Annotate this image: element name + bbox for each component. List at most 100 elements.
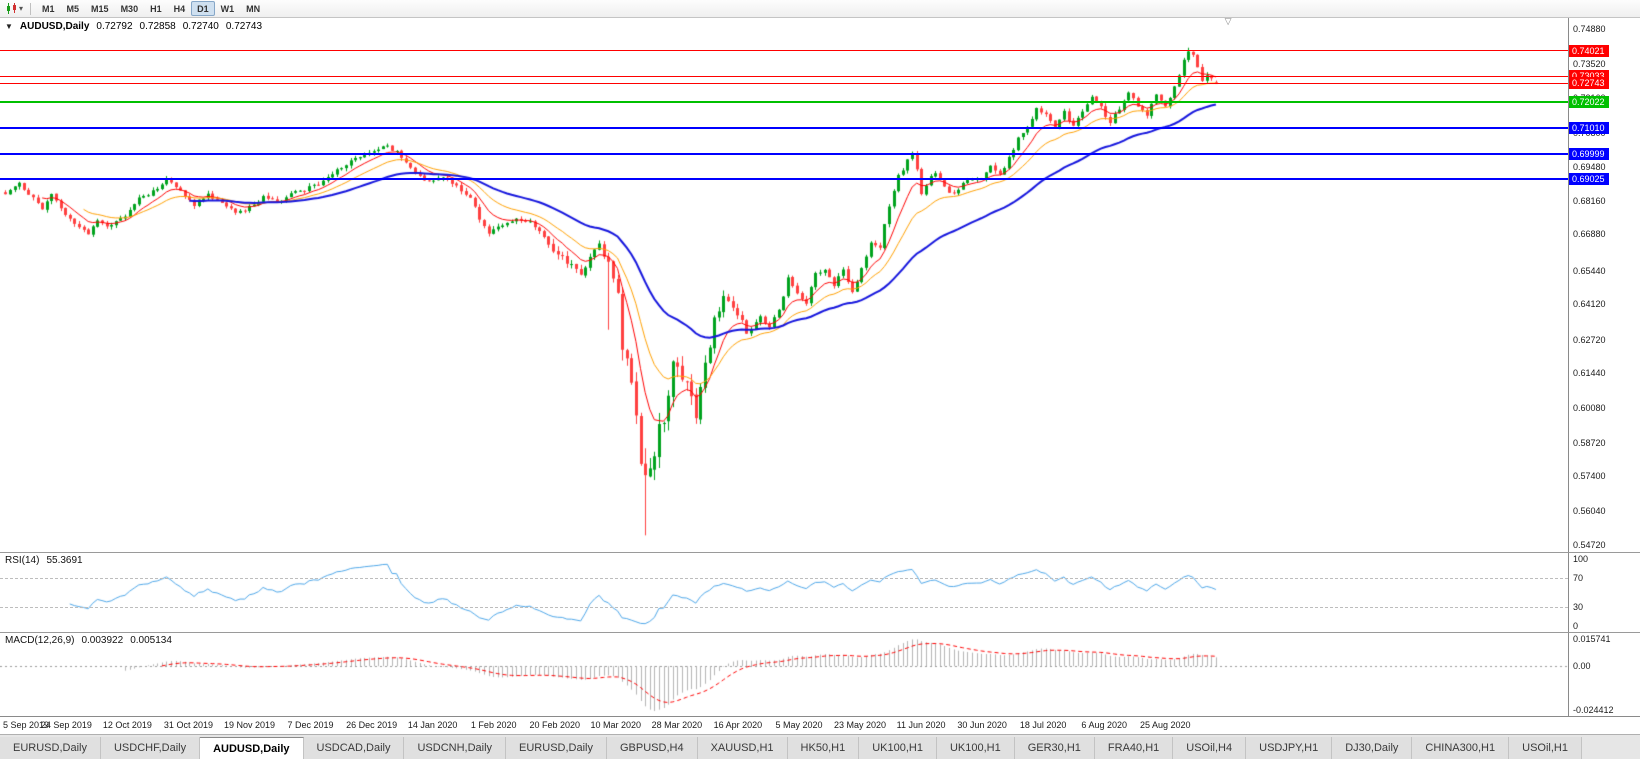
date-label-24-sep-2019: 24 Sep 2019 xyxy=(40,720,92,730)
chart-symbol-period: AUDUSD,Daily xyxy=(19,21,90,32)
price-chart-panel: ▽ ▼ AUDUSD,Daily 0.72792 0.72858 0.72740… xyxy=(0,18,1640,552)
rsi-name: RSI(14) xyxy=(5,555,40,566)
tab-usdcnh-daily-4[interactable]: USDCNH,Daily xyxy=(404,737,507,759)
timeframe-button-m15[interactable]: M15 xyxy=(91,4,109,14)
price-tick-066880: 0.66880 xyxy=(1573,228,1606,239)
chart-tool-button[interactable]: ▾ xyxy=(3,2,25,15)
rsi-tick-0: 0 xyxy=(1573,621,1579,631)
date-label-5-may-2020: 5 May 2020 xyxy=(775,720,823,730)
date-label-6-aug-2020: 6 Aug 2020 xyxy=(1081,720,1127,730)
ohlc-close: 0.72743 xyxy=(225,21,263,32)
tab-eurusd-daily-0[interactable]: EURUSD,Daily xyxy=(0,737,101,759)
level-line-074021[interactable] xyxy=(0,50,1568,52)
date-label-26-dec-2019: 26 Dec 2019 xyxy=(346,720,398,730)
tab-xauusd-h1-7[interactable]: XAUUSD,H1 xyxy=(697,737,788,759)
date-label-18-jul-2020: 18 Jul 2020 xyxy=(1019,720,1067,730)
rsi-tick-30: 30 xyxy=(1573,602,1584,613)
timeframe-buttons-group: M1 M5 M15 M30 H1 H4 D1 W1 MN xyxy=(36,1,266,16)
tab-eurusd-daily-5[interactable]: EURUSD,Daily xyxy=(506,737,607,759)
macd-tick-1: 0.00 xyxy=(1573,661,1591,672)
rsi-canvas[interactable] xyxy=(0,553,1640,632)
timeframe-button-mn[interactable]: MN xyxy=(246,4,261,14)
date-label-5-sep-2019: 5 Sep 2019 xyxy=(3,720,50,730)
rsi-tick-70: 70 xyxy=(1573,572,1584,583)
level-line-069999[interactable] xyxy=(0,152,1568,155)
date-label-1-feb-2020: 1 Feb 2020 xyxy=(470,720,517,730)
toolbar-separator xyxy=(30,2,32,15)
macd-main-value: 0.003922 xyxy=(81,635,124,646)
rsi-axis[interactable]: 100 70 30 0 xyxy=(1568,553,1640,632)
macd-name: MACD(12,26,9) xyxy=(5,635,75,646)
macd-axis[interactable]: 0.015741 0.00 -0.024412 xyxy=(1568,633,1640,716)
macd-tick-0: 0.015741 xyxy=(1573,634,1611,644)
tab-uk100-h1-9[interactable]: UK100,H1 xyxy=(859,737,937,759)
price-tick-054720: 0.54720 xyxy=(1573,540,1606,551)
tab-uk100-h1-10[interactable]: UK100,H1 xyxy=(936,737,1015,759)
rsi-level-70 xyxy=(0,577,1568,579)
timeframe-button-h1[interactable]: H1 xyxy=(150,4,162,14)
tab-usdcad-daily-3[interactable]: USDCAD,Daily xyxy=(303,737,405,759)
chevron-down-icon[interactable]: ▾ xyxy=(19,3,24,13)
tab-gbpusd-h4-6[interactable]: GBPUSD,H4 xyxy=(607,737,698,759)
chart-title: ▼ AUDUSD,Daily 0.72792 0.72858 0.72740 0… xyxy=(5,21,262,32)
date-axis[interactable]: 5 Sep 2019 24 Sep 2019 12 Oct 2019 31 Oct 2… xyxy=(0,716,1640,734)
tab-usoil-h1-17[interactable]: USOil,H1 xyxy=(1509,737,1582,759)
level-line-069025[interactable] xyxy=(0,177,1568,180)
price-tick-064120: 0.64120 xyxy=(1573,299,1606,310)
price-tick-068160: 0.68160 xyxy=(1573,195,1606,206)
timeframe-button-h4[interactable]: H4 xyxy=(173,4,186,14)
level-line-072022[interactable] xyxy=(0,100,1568,103)
date-label-11-jun-2020: 11 Jun 2020 xyxy=(896,720,946,730)
tab-usdjpy-h1-14[interactable]: USDJPY,H1 xyxy=(1246,737,1333,759)
price-badge-071010: 0.71010 xyxy=(1569,121,1609,134)
macd-label: MACD(12,26,9) 0.003922 0.005134 xyxy=(5,635,172,646)
price-badge-072743: 0.72743 xyxy=(1569,77,1609,90)
price-axis[interactable]: 0.748800.735200.721600.708000.694800.681… xyxy=(1568,18,1640,552)
ohlc-open: 0.72792 xyxy=(96,21,133,32)
tab-usdchf-daily-1[interactable]: USDCHF,Daily xyxy=(100,737,201,759)
tab-dj30-daily-15[interactable]: DJ30,Daily xyxy=(1332,737,1413,759)
date-label-25-aug-2020: 25 Aug 2020 xyxy=(1139,720,1191,730)
macd-tick-2: -0.024412 xyxy=(1573,705,1614,715)
timeframe-button-d1[interactable]: D1 xyxy=(191,1,215,16)
tab-usoil-h4-13[interactable]: USOil,H4 xyxy=(1173,737,1247,759)
macd-canvas[interactable] xyxy=(0,633,1640,716)
tab-fra40-h1-12[interactable]: FRA40,H1 xyxy=(1094,737,1174,759)
timeframe-toolbar: ▾ M1 M5 M15 M30 H1 H4 D1 W1 MN xyxy=(0,0,1640,18)
date-label-14-jan-2020: 14 Jan 2020 xyxy=(407,720,458,730)
price-badge-069999: 0.69999 xyxy=(1569,147,1609,160)
main-chart-canvas[interactable] xyxy=(0,18,1640,552)
price-tick-060080: 0.60080 xyxy=(1573,402,1606,413)
date-label-30-jun-2020: 30 Jun 2020 xyxy=(957,720,1007,730)
collapse-arrow-icon[interactable]: ▼ xyxy=(5,22,13,31)
date-label-23-may-2020: 23 May 2020 xyxy=(833,720,887,730)
price-badge-074021: 0.74021 xyxy=(1569,44,1609,57)
price-badge-072022: 0.72022 xyxy=(1569,95,1609,108)
timeframe-button-w1[interactable]: W1 xyxy=(220,4,235,14)
ohlc-high: 0.72858 xyxy=(139,21,176,32)
macd-panel: MACD(12,26,9) 0.003922 0.005134 0.015741… xyxy=(0,632,1640,716)
rsi-panel: RSI(14) 55.3691 100 70 30 0 xyxy=(0,552,1640,632)
tab-hk50-h1-8[interactable]: HK50,H1 xyxy=(787,737,860,759)
timeframe-button-m1[interactable]: M1 xyxy=(42,4,55,14)
tab-ger30-h1-11[interactable]: GER30,H1 xyxy=(1014,737,1095,759)
timeframe-button-m30[interactable]: M30 xyxy=(120,4,139,14)
level-line-071010[interactable] xyxy=(0,126,1568,129)
price-tick-073520: 0.73520 xyxy=(1573,58,1606,69)
rsi-level-30 xyxy=(0,607,1568,609)
level-line-072743[interactable] xyxy=(0,82,1568,84)
price-tick-065440: 0.65440 xyxy=(1573,265,1606,276)
chart-shift-marker[interactable]: ▽ xyxy=(1224,18,1232,26)
date-label-20-feb-2020: 20 Feb 2020 xyxy=(529,720,581,730)
tab-china300-h1-16[interactable]: CHINA300,H1 xyxy=(1412,737,1510,759)
price-badge-069025: 0.69025 xyxy=(1569,172,1609,185)
price-tick-057400: 0.57400 xyxy=(1573,471,1606,482)
rsi-label: RSI(14) 55.3691 xyxy=(5,555,83,566)
date-label-16-apr-2020: 16 Apr 2020 xyxy=(713,720,763,730)
tab-audusd-daily-2[interactable]: AUDUSD,Daily xyxy=(200,737,304,759)
date-label-12-oct-2019: 12 Oct 2019 xyxy=(102,720,152,730)
level-line-073033[interactable] xyxy=(0,75,1568,77)
timeframe-button-m5[interactable]: M5 xyxy=(66,4,80,14)
macd-signal-value: 0.005134 xyxy=(130,635,172,646)
